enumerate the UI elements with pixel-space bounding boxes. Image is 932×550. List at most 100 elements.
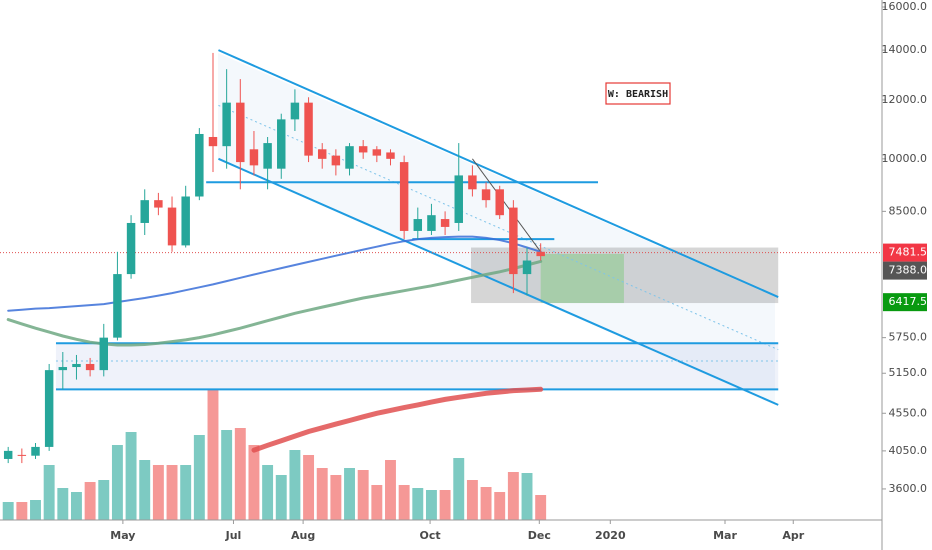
volume-bar <box>98 480 110 520</box>
y-tick-label: 4550.0 <box>889 406 928 419</box>
candle-body <box>236 102 245 163</box>
candle-body <box>372 149 382 156</box>
price-label: 6417.5 <box>889 295 928 308</box>
zone <box>540 253 624 304</box>
x-tick-label: 2020 <box>595 529 626 542</box>
volume-bar <box>70 492 82 520</box>
volume-bar <box>57 488 69 520</box>
volume-bar <box>275 475 287 520</box>
candle-body <box>454 175 463 223</box>
volume-bar <box>425 490 437 520</box>
x-tick-label: Apr <box>782 529 804 542</box>
y-tick-label: 10000.0 <box>882 152 928 165</box>
candle-body <box>58 367 68 371</box>
candle-body <box>304 102 313 156</box>
price-label: 7481.5 <box>889 246 928 259</box>
y-tick-label: 14000.0 <box>882 43 928 56</box>
moving-average <box>251 386 544 453</box>
candle-body <box>31 446 40 456</box>
volume-bar <box>111 445 123 520</box>
y-tick-label: 8500.0 <box>889 204 928 217</box>
candle-body <box>208 136 218 147</box>
candle-body <box>277 119 286 169</box>
axes: 16000.0 14000.0 12000.0 10000.0 8500.0 5750.0… <box>110 0 927 542</box>
volume-bar <box>371 485 383 520</box>
volume-bar <box>2 502 14 520</box>
x-tick-label: Jul <box>225 529 242 542</box>
annotation-box <box>605 82 671 105</box>
volume-bar <box>30 500 41 520</box>
trendline <box>218 157 779 406</box>
x-tick-label: Dec <box>528 529 551 542</box>
volume-bar <box>139 460 151 520</box>
volume-bar <box>507 472 519 520</box>
candle-body <box>509 207 518 275</box>
volume-bar <box>166 465 178 520</box>
candles <box>3 52 545 464</box>
volume-bar <box>84 482 96 520</box>
trendline <box>218 49 779 298</box>
candle-body <box>140 200 149 223</box>
volume-bar <box>289 450 301 520</box>
y-tick-label: 4050.0 <box>889 444 928 457</box>
y-tick-label: 5750.0 <box>889 331 928 344</box>
volume-bar <box>303 455 315 520</box>
price-label-box <box>883 293 927 312</box>
moving-average <box>6 259 543 347</box>
candle-body <box>167 207 177 246</box>
volume-bar <box>480 487 492 520</box>
volume-bar <box>316 468 328 520</box>
indicator-lines <box>0 49 882 453</box>
volume-bar <box>466 480 478 520</box>
candle-body <box>358 146 368 153</box>
volume-bar <box>152 465 164 520</box>
candle-body <box>44 370 54 447</box>
candle-body <box>427 215 436 231</box>
candle-body <box>440 219 450 227</box>
volume-bar <box>330 475 342 520</box>
volume-bar <box>234 428 246 520</box>
candle-body <box>495 189 504 216</box>
volume-bar <box>398 485 410 520</box>
volume-bar <box>16 502 28 520</box>
candle-body <box>317 149 327 159</box>
x-tick-label: May <box>110 529 135 542</box>
channel-fill <box>218 53 775 405</box>
trendline <box>471 158 542 253</box>
x-tick-label: Aug <box>291 529 315 542</box>
volume-bar <box>125 432 137 520</box>
candle-body <box>85 363 95 371</box>
candle-body <box>386 152 395 159</box>
candle-body <box>249 149 259 166</box>
candle-body <box>195 133 204 197</box>
candle-body <box>481 189 491 201</box>
volume-bar <box>357 470 369 520</box>
volume-bar <box>453 458 465 520</box>
volume-bar <box>521 473 533 520</box>
volume-bar <box>207 390 219 520</box>
volume-bar <box>412 488 424 520</box>
candle-body <box>126 222 136 275</box>
volume-bar <box>193 435 205 520</box>
volume-bar <box>248 445 260 520</box>
price-label-box <box>883 243 927 262</box>
zone <box>55 343 779 390</box>
candle-body <box>536 251 545 257</box>
y-tick-label: 12000.0 <box>882 93 928 106</box>
candle-body <box>263 143 272 169</box>
volume-bar <box>535 495 547 520</box>
annotation: W: BEARISH <box>608 89 668 100</box>
x-tick-label: Oct <box>420 529 441 542</box>
volume-bar <box>180 465 192 520</box>
candle-body <box>345 146 354 169</box>
candle-body <box>522 260 532 275</box>
moving-average <box>7 235 542 312</box>
candle-body <box>468 175 477 190</box>
volume-bar <box>494 492 506 520</box>
price-label-box <box>883 261 927 280</box>
price-label: 7388.0 <box>889 264 928 277</box>
y-tick-label: 5150.0 <box>889 366 928 379</box>
candle-body <box>154 200 163 208</box>
